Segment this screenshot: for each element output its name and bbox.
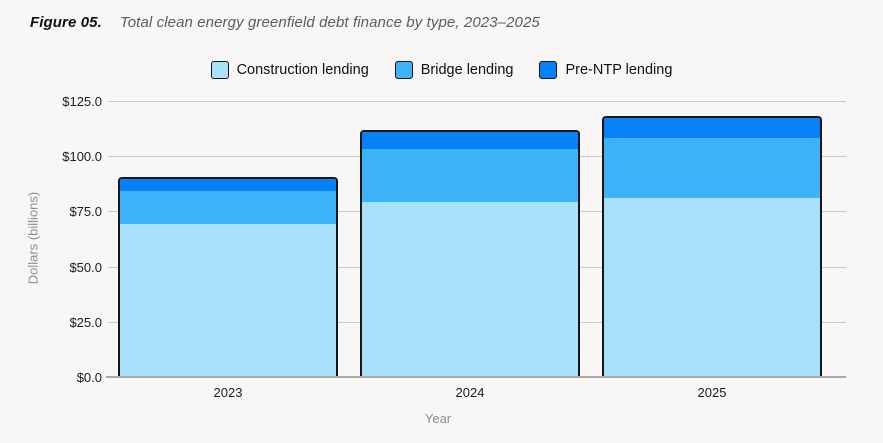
bar-segment-2024-construction-lending: [362, 202, 578, 377]
legend-label: Pre-NTP lending: [565, 62, 673, 78]
bar-segment-2023-construction-lending: [120, 224, 336, 377]
figure-label: Figure 05.: [30, 14, 102, 31]
bar-segment-2025-bridge-lending: [604, 138, 820, 198]
bar-segment-2024-bridge-lending: [362, 149, 578, 203]
y-axis-title: Dollars (billions): [25, 191, 41, 285]
y-tick-label: $0.0: [76, 370, 102, 385]
bar-2024: [360, 129, 580, 377]
bar-2025: [602, 116, 822, 377]
legend-item-pre-ntp-lending: Pre-NTP lending: [539, 61, 672, 79]
x-axis-line: [106, 376, 846, 378]
legend-label: Construction lending: [236, 62, 369, 78]
legend-label: Bridge lending: [420, 62, 514, 78]
x-tick-label: 2023: [213, 385, 243, 400]
bar-segment-2025-pre-ntp-lending: [604, 118, 820, 139]
construction-lending-swatch-icon: [210, 61, 229, 79]
y-tick-label: $75.0: [69, 204, 102, 220]
bar-segment-2023-pre-ntp-lending: [120, 179, 336, 192]
figure-header: Figure 05. Total clean energy greenfield…: [30, 14, 540, 31]
bar-2023: [118, 177, 338, 377]
x-tick-label: 2024: [455, 385, 485, 400]
bar-segment-2025-construction-lending: [604, 197, 820, 377]
y-tick-label: $50.0: [69, 259, 102, 275]
legend-item-construction-lending: Construction lending: [210, 61, 369, 79]
x-axis-title: Year: [424, 411, 452, 426]
bridge-lending-swatch-icon: [394, 61, 413, 79]
bar-segment-2023-bridge-lending: [120, 191, 336, 225]
x-tick-label: 2025: [697, 385, 727, 400]
legend: Construction lending Bridge lending Pre-…: [0, 61, 883, 79]
figure-title: Total clean energy greenfield debt finan…: [119, 14, 540, 31]
gridline: [108, 101, 846, 102]
y-tick-label: $100.0: [62, 149, 102, 165]
y-tick-label: $125.0: [62, 94, 102, 109]
y-tick-label: $25.0: [69, 314, 102, 330]
bar-segment-2024-pre-ntp-lending: [362, 131, 578, 150]
pre-ntp-lending-swatch-icon: [539, 61, 558, 79]
legend-item-bridge-lending: Bridge lending: [394, 61, 514, 79]
